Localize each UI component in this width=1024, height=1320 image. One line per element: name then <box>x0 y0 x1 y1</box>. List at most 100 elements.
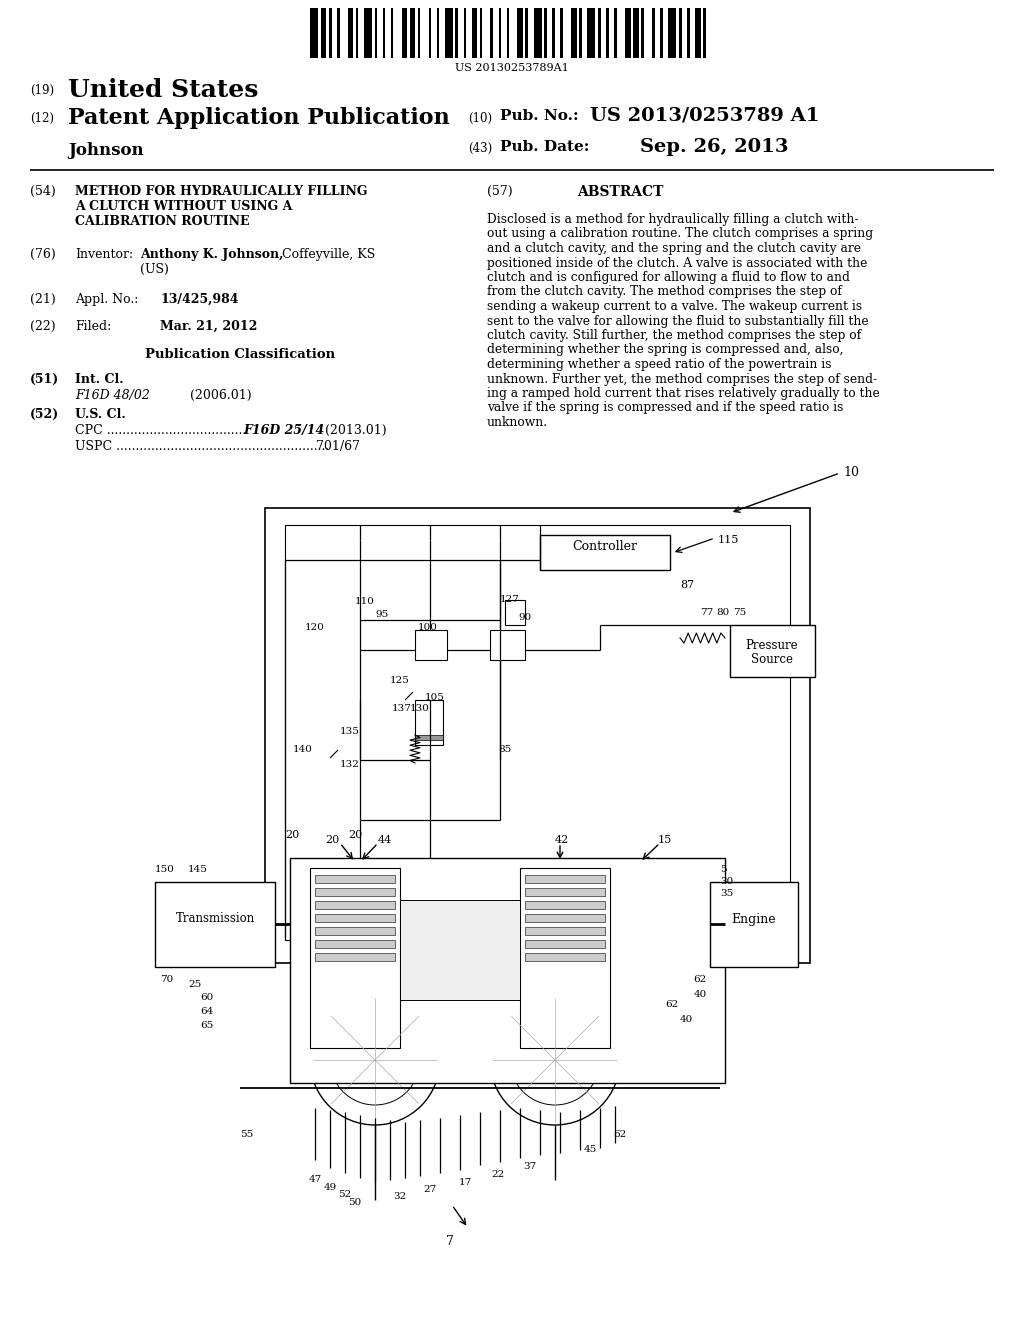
Text: Johnson: Johnson <box>68 143 143 158</box>
Bar <box>415 630 447 660</box>
Bar <box>466 8 472 58</box>
Bar <box>407 8 410 58</box>
Text: determining whether the spring is compressed and, also,: determining whether the spring is compre… <box>487 343 844 356</box>
Bar <box>625 8 631 58</box>
Text: 35: 35 <box>720 888 733 898</box>
Bar <box>617 8 625 58</box>
Bar <box>660 8 663 58</box>
Bar <box>601 8 606 58</box>
Bar <box>337 8 340 58</box>
Text: US 2013/0253789 A1: US 2013/0253789 A1 <box>590 107 819 125</box>
Bar <box>310 8 318 58</box>
Text: 701/67: 701/67 <box>316 440 360 453</box>
Bar <box>315 953 395 961</box>
Text: 125: 125 <box>390 676 410 685</box>
Bar <box>501 8 507 58</box>
Text: 62: 62 <box>613 1130 627 1139</box>
Bar <box>391 8 393 58</box>
Bar <box>155 882 275 968</box>
Bar <box>310 869 400 1048</box>
Bar <box>652 8 654 58</box>
Text: 20: 20 <box>325 836 339 845</box>
Bar <box>385 8 391 58</box>
Text: Transmission: Transmission <box>175 912 255 925</box>
Bar <box>265 508 810 964</box>
Text: Patent Application Publication: Patent Application Publication <box>68 107 450 129</box>
Bar <box>499 8 501 58</box>
Bar <box>315 940 395 948</box>
Bar <box>687 8 690 58</box>
Bar <box>654 8 660 58</box>
Bar <box>534 8 542 58</box>
Bar <box>517 8 523 58</box>
Text: 40: 40 <box>693 990 707 999</box>
Text: 50: 50 <box>348 1199 361 1206</box>
Bar <box>329 8 332 58</box>
Bar <box>415 735 443 741</box>
Bar <box>633 8 639 58</box>
Text: 137: 137 <box>392 704 412 713</box>
Text: (43): (43) <box>468 143 493 154</box>
Text: 47: 47 <box>308 1175 322 1184</box>
Text: 17: 17 <box>459 1177 472 1187</box>
Text: from the clutch cavity. The method comprises the step of: from the clutch cavity. The method compr… <box>487 285 842 298</box>
Bar <box>577 8 580 58</box>
Bar <box>431 8 436 58</box>
Text: 70: 70 <box>160 975 173 983</box>
Text: 95: 95 <box>375 610 388 619</box>
Text: (22): (22) <box>30 319 55 333</box>
Text: valve if the spring is compressed and if the speed ratio is: valve if the spring is compressed and if… <box>487 401 844 414</box>
Text: Inventor:: Inventor: <box>75 248 133 261</box>
Text: Int. Cl.: Int. Cl. <box>75 374 124 385</box>
Bar <box>545 8 547 58</box>
Bar <box>348 8 353 58</box>
Bar <box>436 8 439 58</box>
Text: and a clutch cavity, and the spring and the clutch cavity are: and a clutch cavity, and the spring and … <box>487 242 861 255</box>
Bar <box>542 8 545 58</box>
Bar <box>393 8 401 58</box>
Bar <box>525 8 528 58</box>
Text: 52: 52 <box>338 1191 351 1199</box>
Text: 32: 32 <box>393 1192 407 1201</box>
Text: 55: 55 <box>240 1130 253 1139</box>
Bar <box>353 8 355 58</box>
Bar <box>596 8 598 58</box>
Text: 20: 20 <box>348 830 362 840</box>
Bar <box>639 8 641 58</box>
Text: USPC .......................................................: USPC ...................................… <box>75 440 330 453</box>
Text: clutch cavity. Still further, the method comprises the step of: clutch cavity. Still further, the method… <box>487 329 861 342</box>
Text: ABSTRACT: ABSTRACT <box>577 185 664 199</box>
Bar <box>372 8 375 58</box>
Text: 37: 37 <box>523 1162 537 1171</box>
Text: (2006.01): (2006.01) <box>190 389 252 403</box>
Text: F16D 25/14: F16D 25/14 <box>243 424 325 437</box>
Bar <box>540 535 670 570</box>
Text: (21): (21) <box>30 293 55 306</box>
Bar <box>690 8 695 58</box>
Text: 64: 64 <box>200 1007 213 1016</box>
Text: 115: 115 <box>718 535 739 545</box>
Bar <box>598 8 601 58</box>
Bar <box>663 8 669 58</box>
Bar <box>479 8 482 58</box>
Bar <box>375 8 377 58</box>
Text: (12): (12) <box>30 112 54 125</box>
Text: 15: 15 <box>658 836 672 845</box>
Bar <box>710 882 798 968</box>
Text: (57): (57) <box>487 185 513 198</box>
Text: 44: 44 <box>378 836 392 845</box>
Text: Engine: Engine <box>732 912 776 925</box>
Bar <box>525 875 605 883</box>
Bar <box>315 902 395 909</box>
Text: United States: United States <box>68 78 258 102</box>
Bar <box>525 888 605 896</box>
Text: 5: 5 <box>720 865 727 874</box>
Text: ing a ramped hold current that rises relatively gradually to the: ing a ramped hold current that rises rel… <box>487 387 880 400</box>
Bar <box>410 8 415 58</box>
Text: 27: 27 <box>423 1185 436 1195</box>
Bar <box>528 8 534 58</box>
Bar <box>315 927 395 935</box>
Bar <box>505 601 525 624</box>
Text: (76): (76) <box>30 248 55 261</box>
Text: 60: 60 <box>200 993 213 1002</box>
